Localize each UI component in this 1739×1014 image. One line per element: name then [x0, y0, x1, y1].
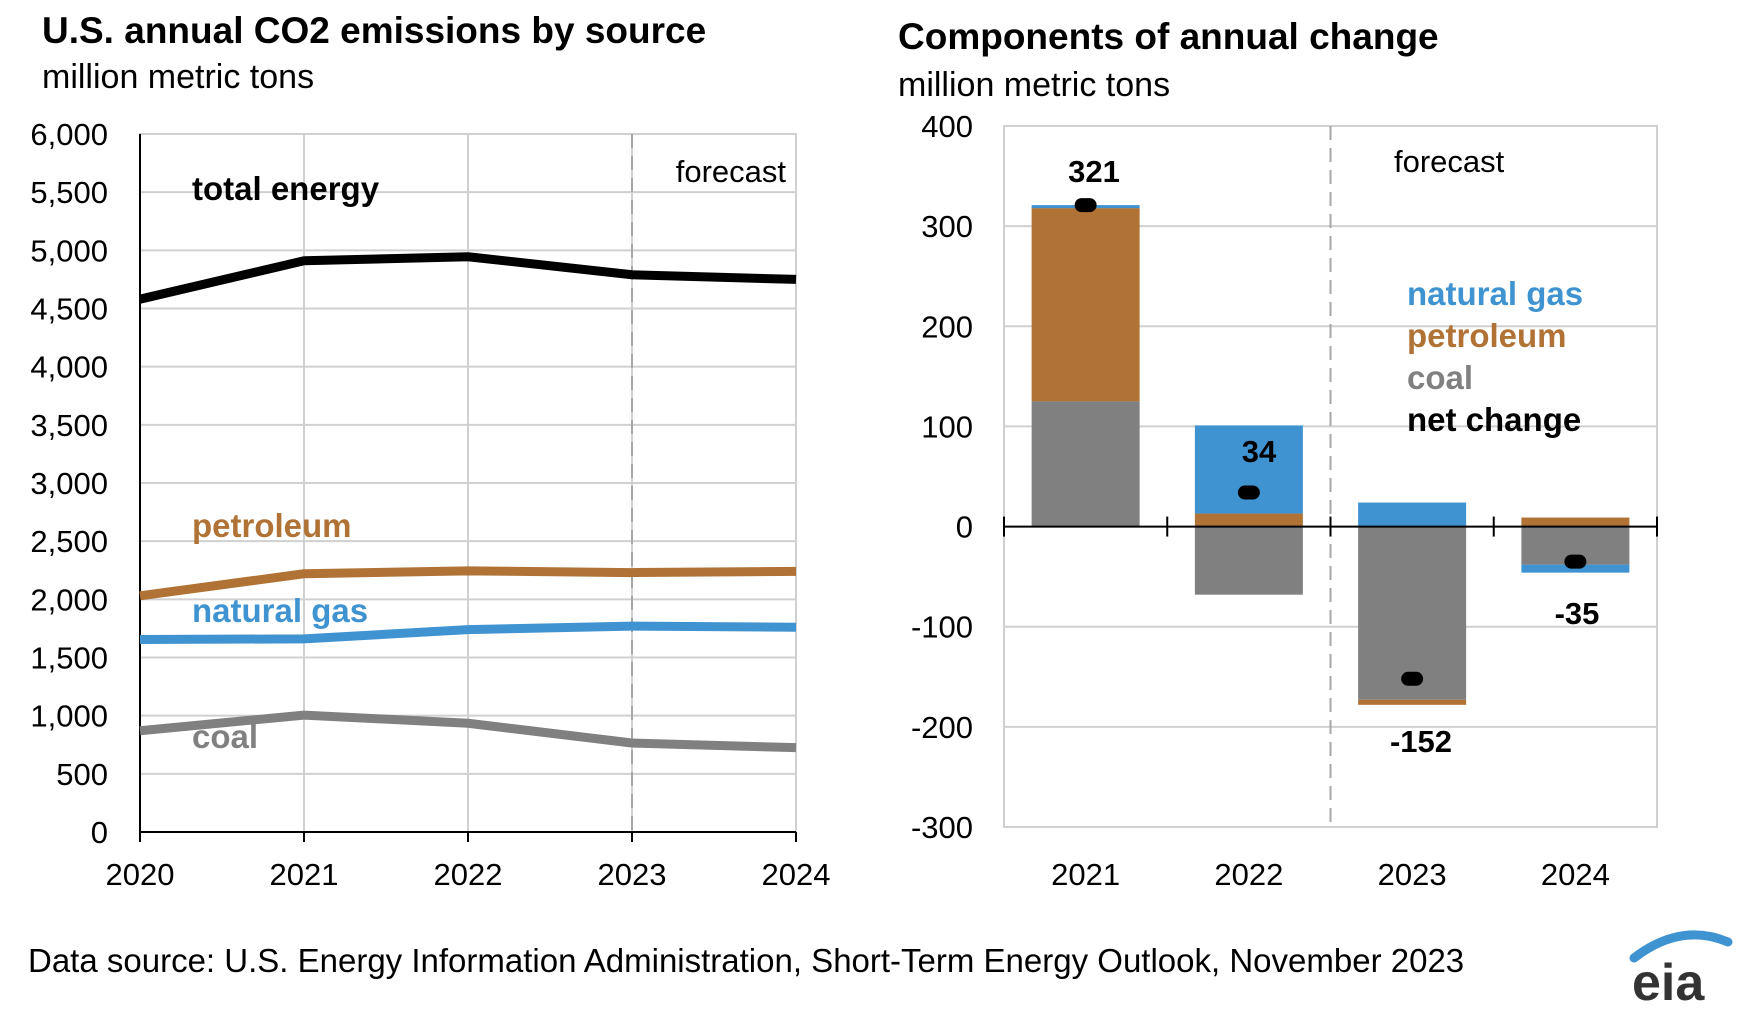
y-tick-label: -100 [911, 610, 973, 645]
data-source-note: Data source: U.S. Energy Information Adm… [28, 942, 1465, 979]
y-tick-label: 3,000 [30, 466, 108, 501]
legend-entry: coal [1407, 359, 1473, 396]
bar-chart: -300 -200 -100 0 100 200 300 400 forecast 2021 202… [911, 109, 1658, 892]
net-change-label: -35 [1555, 596, 1600, 631]
eia-logo-icon: eia [1629, 930, 1733, 1008]
forecast-label: forecast [676, 154, 787, 189]
series-line-coal [139, 710, 797, 753]
y-tick-label: 100 [921, 409, 973, 444]
y-tick-label: 3,500 [30, 408, 108, 443]
y-tick-label: 400 [921, 109, 973, 144]
net-change-label: -152 [1390, 724, 1452, 759]
y-tick-label: 500 [56, 757, 108, 792]
x-tick-label: 2024 [1541, 857, 1610, 892]
y-tick-label: 300 [921, 209, 973, 244]
net-change-marker [1237, 485, 1260, 500]
series-line-petroleum [139, 566, 797, 601]
series-line-natural-gas [139, 621, 797, 644]
y-tick-label: -300 [911, 810, 973, 845]
bar-segment-petroleum [1521, 517, 1630, 527]
series-label-petroleum: petroleum [192, 507, 352, 544]
forecast-label: forecast [1394, 144, 1505, 179]
bar-segment-natural-gas [1358, 502, 1467, 527]
bar-segment-petroleum [1031, 208, 1140, 402]
series-label-natural-gas: natural gas [192, 592, 368, 629]
net-change-label: 321 [1068, 154, 1120, 189]
legend-entry: natural gas [1407, 275, 1583, 312]
y-tick-label: 2,000 [30, 582, 108, 617]
bar-segment-petroleum [1194, 513, 1303, 527]
y-tick-label: 5,500 [30, 175, 108, 210]
series-label-total-energy: total energy [192, 170, 380, 207]
net-change-marker [1074, 198, 1097, 213]
x-tick-label: 2022 [434, 857, 503, 892]
y-tick-label: 0 [91, 815, 108, 850]
y-tick-label: 1,500 [30, 641, 108, 676]
y-tick-label: 0 [956, 510, 973, 545]
y-tick-label: 200 [921, 309, 973, 344]
y-tick-label: 1,000 [30, 699, 108, 734]
y-tick-label: 2,500 [30, 524, 108, 559]
y-tick-label: 4,000 [30, 350, 108, 385]
legend-entry: net change [1407, 401, 1581, 438]
x-tick-label: 2023 [598, 857, 667, 892]
bar-segment-coal [1194, 526, 1303, 595]
y-tick-label: 6,000 [30, 117, 108, 152]
series-label-coal: coal [192, 718, 258, 755]
net-change-label: 34 [1242, 434, 1277, 469]
x-tick-label: 2023 [1378, 857, 1447, 892]
x-tick-label: 2024 [762, 857, 831, 892]
y-tick-label: -200 [911, 710, 973, 745]
x-tick-label: 2021 [270, 857, 339, 892]
right-chart-title: Components of annual change [898, 16, 1439, 57]
y-tick-label: 5,000 [30, 233, 108, 268]
eia-logo-text: eia [1632, 954, 1705, 1008]
x-tick-label: 2022 [1214, 857, 1283, 892]
legend-entry: petroleum [1407, 317, 1567, 354]
x-tick-label: 2021 [1051, 857, 1120, 892]
bar-segment-petroleum [1358, 699, 1467, 705]
bar-segment-natural-gas [1521, 564, 1630, 573]
left-chart-subtitle: million metric tons [42, 58, 315, 96]
line-chart: 0 500 1,000 1,500 2,000 2,500 3,000 3,500 4,000 4… [30, 117, 830, 892]
right-chart-subtitle: million metric tons [898, 66, 1171, 104]
net-change-marker [1401, 671, 1424, 686]
left-chart-title: U.S. annual CO2 emissions by source [42, 10, 707, 51]
bar-segment-coal [1358, 526, 1467, 700]
y-tick-label: 4,500 [30, 292, 108, 327]
bar-segment-coal [1031, 401, 1140, 527]
x-tick-label: 2020 [106, 857, 175, 892]
series-line-total-energy [138, 252, 797, 304]
net-change-marker [1564, 554, 1587, 569]
